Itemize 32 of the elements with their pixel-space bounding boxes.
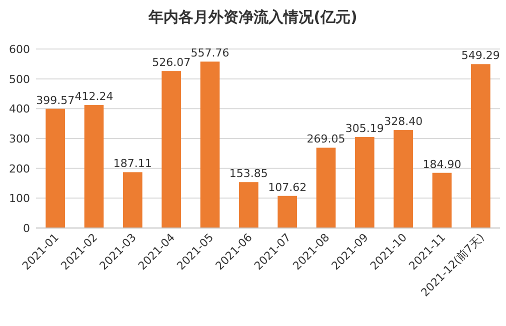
data-label: 399.57 <box>36 94 75 107</box>
y-tick-label: 500 <box>9 72 30 86</box>
bar <box>200 62 220 228</box>
y-tick-label: 600 <box>9 43 30 56</box>
data-label: 549.29 <box>461 49 500 62</box>
data-label: 187.11 <box>113 157 152 170</box>
bar <box>239 182 258 228</box>
bar <box>394 130 413 228</box>
bar <box>471 64 490 228</box>
data-label: 269.05 <box>306 132 346 146</box>
y-tick-label: 200 <box>9 162 30 176</box>
data-label: 412.24 <box>74 90 114 104</box>
bar <box>162 71 181 228</box>
y-tick-label: 0 <box>23 222 30 235</box>
data-label: 184.90 <box>422 158 462 171</box>
bar <box>123 172 142 228</box>
bar <box>84 105 104 228</box>
data-label: 305.19 <box>345 122 384 135</box>
y-tick-label: 400 <box>9 102 30 116</box>
data-label: 328.40 <box>384 115 423 128</box>
bar <box>278 196 297 228</box>
data-label: 526.07 <box>152 56 191 70</box>
y-tick-label: 300 <box>9 132 30 146</box>
bar <box>316 148 336 228</box>
bar <box>355 136 374 228</box>
data-label: 557.76 <box>190 46 230 60</box>
y-tick-label: 100 <box>9 192 30 206</box>
chart-title: 年内各月外资净流入情况(亿元) <box>148 8 358 26</box>
data-label: 153.85 <box>229 167 268 180</box>
bar <box>432 172 452 228</box>
data-label: 107.62 <box>268 180 307 194</box>
bar <box>46 108 65 228</box>
